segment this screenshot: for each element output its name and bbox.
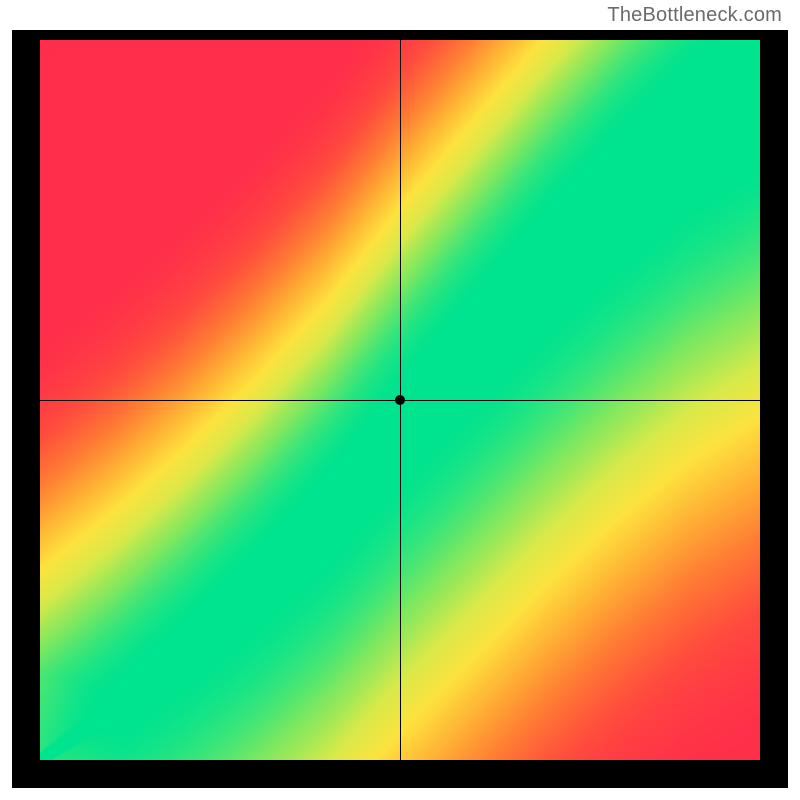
heatmap-area	[40, 40, 760, 760]
plot-frame	[12, 30, 788, 788]
selection-point	[395, 395, 405, 405]
watermark-text: TheBottleneck.com	[607, 4, 782, 27]
figure-root: TheBottleneck.com	[0, 0, 800, 800]
